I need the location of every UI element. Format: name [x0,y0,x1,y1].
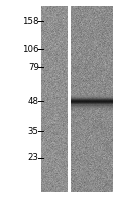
Text: 106: 106 [22,45,38,53]
Text: 23: 23 [28,154,38,162]
Text: 79: 79 [28,62,38,72]
Text: 35: 35 [28,127,38,136]
Text: 158: 158 [22,17,38,25]
Text: 48: 48 [28,97,38,106]
